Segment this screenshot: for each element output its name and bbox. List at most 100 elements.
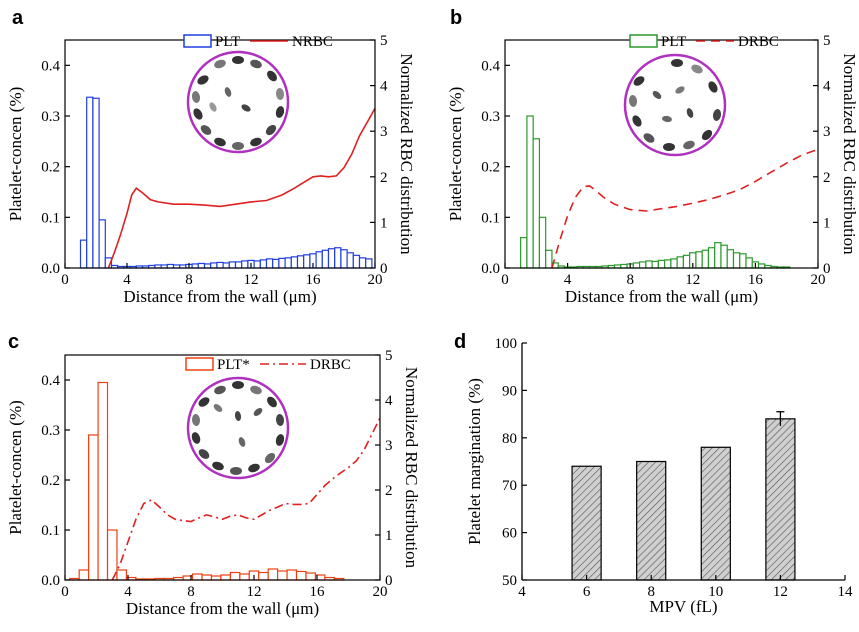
- legend-entry-line: NRBC: [292, 34, 333, 50]
- histogram-bar: [272, 258, 280, 269]
- legend-entry-bars: PLT: [661, 34, 686, 50]
- x-axis-label: MPV (fL): [649, 597, 717, 616]
- x-tick-label: 12: [773, 584, 788, 600]
- histogram-bar: [259, 259, 268, 269]
- y2-tick-label: 5: [823, 33, 831, 49]
- x-tick-label: 0: [61, 584, 69, 600]
- y-tick-label: 0.4: [41, 373, 60, 389]
- histogram-bar: [228, 261, 237, 269]
- x-tick-label: 12: [685, 272, 700, 288]
- y2-tick-label: 4: [380, 79, 388, 95]
- x-tick-label: 10: [708, 584, 723, 600]
- histogram-bar: [526, 115, 534, 269]
- panel-label-a: a: [12, 7, 24, 29]
- legend-swatch-bars: [629, 34, 658, 48]
- histogram-bar: [638, 261, 647, 269]
- legend-entry-bars: PLT: [215, 34, 240, 50]
- x-tick-label: 8: [185, 272, 193, 288]
- histogram-bar: [739, 253, 747, 269]
- histogram-bar: [657, 259, 666, 269]
- x-axis-label: Distance from the wall (μm): [565, 287, 758, 306]
- histogram-bar: [676, 256, 685, 269]
- y2-tick-label: 3: [385, 438, 393, 454]
- rbc-cross-section-icon: [186, 376, 290, 480]
- histogram-bar: [295, 570, 307, 581]
- histogram-bar: [303, 254, 311, 269]
- x-tick-label: 4: [564, 272, 572, 288]
- y-tick-label: 0.0: [41, 573, 60, 589]
- x-axis-label: Distance from the wall (μm): [126, 599, 319, 618]
- histogram-bar: [340, 249, 348, 269]
- histogram-bar: [253, 260, 261, 269]
- histogram-bar: [116, 569, 128, 581]
- y-axis-label: Platelet margination (%): [465, 378, 484, 545]
- histogram-bar: [334, 247, 342, 269]
- x-tick-label: 8: [647, 584, 655, 600]
- y-tick-label: 0.4: [481, 58, 500, 74]
- y2-tick-label: 3: [380, 124, 388, 140]
- y2-tick-label: 2: [385, 483, 393, 499]
- histogram-bar: [670, 258, 678, 269]
- histogram-bar: [315, 251, 323, 269]
- histogram-bar: [210, 262, 218, 269]
- x-tick-label: 12: [247, 584, 262, 600]
- histogram-bar: [346, 252, 354, 269]
- histogram-bar: [278, 257, 286, 269]
- rbc-distribution-line: [551, 148, 819, 269]
- y-tick-label: 80: [502, 431, 517, 447]
- y2-axis-label: Normalized RBC distribution: [397, 53, 416, 255]
- rbc-distribution-line: [111, 417, 381, 581]
- legend-swatch-bars: [183, 34, 212, 48]
- y-tick-label: 0.1: [481, 210, 500, 226]
- y2-tick-label: 1: [823, 215, 831, 231]
- y-tick-label: 0.1: [41, 210, 60, 226]
- y2-tick-label: 3: [823, 124, 831, 140]
- y2-tick-label: 4: [385, 393, 393, 409]
- plot-frame: [64, 39, 376, 269]
- histogram-bar: [545, 249, 553, 269]
- histogram-bar: [265, 258, 274, 269]
- margination-bar: [571, 465, 602, 581]
- histogram-bar: [720, 244, 728, 269]
- histogram-bar: [296, 255, 305, 269]
- y-tick-label: 50: [502, 573, 517, 589]
- panel-label-d: d: [454, 331, 466, 353]
- x-tick-label: 4: [124, 584, 132, 600]
- histogram-bar: [286, 569, 298, 581]
- x-tick-label: 20: [368, 272, 383, 288]
- x-tick-label: 16: [310, 584, 326, 600]
- histogram-bar: [239, 573, 250, 581]
- histogram-bar: [365, 258, 373, 269]
- x-axis-label: Distance from the wall (μm): [123, 287, 316, 306]
- x-tick-label: 16: [748, 272, 764, 288]
- margination-bar: [700, 446, 731, 581]
- histogram-bar: [191, 263, 199, 269]
- x-tick-label: 20: [811, 272, 826, 288]
- y-tick-label: 0.3: [41, 423, 60, 439]
- histogram-bar: [714, 242, 722, 269]
- histogram-bar: [284, 257, 292, 269]
- y2-axis-label: Normalized RBC distribution: [402, 367, 421, 569]
- histogram-bar: [220, 574, 231, 581]
- histogram-bar: [277, 570, 288, 581]
- histogram-bar: [532, 138, 541, 269]
- rbc-cross-section-icon: [186, 50, 290, 154]
- y2-tick-label: 0: [380, 261, 388, 277]
- y-tick-label: 60: [502, 526, 517, 542]
- histogram-bar: [290, 256, 299, 269]
- y2-axis-label: Normalized RBC distribution: [840, 53, 859, 255]
- y-tick-label: 0.3: [481, 109, 500, 125]
- x-tick-label: 12: [244, 272, 259, 288]
- histogram-bar: [197, 262, 206, 269]
- histogram-bar: [234, 261, 243, 269]
- x-tick-label: 6: [583, 584, 591, 600]
- panel-d-axes: 4 6 8 10 12 14 50 60 70 80 90 100 MPV (fL) Platelet m…: [465, 336, 853, 616]
- y-tick-label: 100: [495, 336, 518, 352]
- histogram-bar: [88, 434, 99, 581]
- rbc-distribution-line: [107, 108, 376, 269]
